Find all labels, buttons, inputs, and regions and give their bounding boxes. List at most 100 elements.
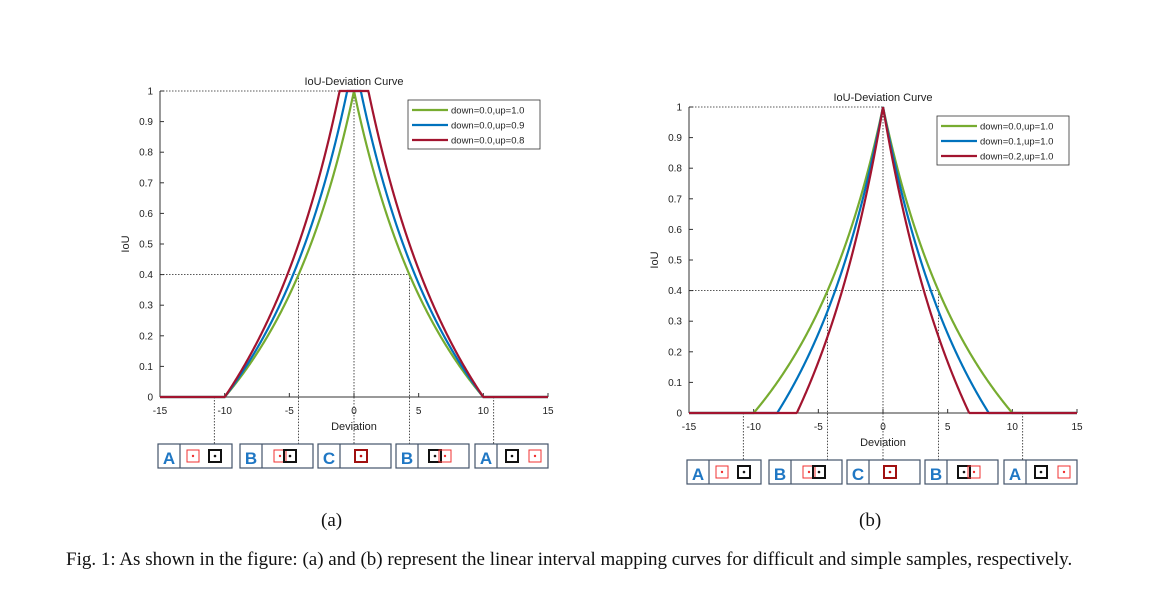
x-tick-label: -15 <box>153 406 168 417</box>
center-dot-icon <box>510 454 514 458</box>
ground-truth-box-icon <box>208 449 222 463</box>
chart-b: -15 -10 -5 0 5 10 15 0 0.1 0.2 0.3 0.4 0.5 0.6 0.7 0.8 0… <box>649 92 1083 485</box>
y-tick-label: 0.7 <box>668 194 682 205</box>
center-dot-icon <box>533 454 537 458</box>
legend-label: down=0.2,up=1.0 <box>980 152 1053 163</box>
y-tick-label: 0.4 <box>668 286 682 297</box>
x-tick-label: 0 <box>351 406 357 417</box>
y-tick-label: 0.5 <box>139 240 153 251</box>
predicted-box-icon <box>186 449 200 463</box>
region-letter: C <box>323 449 335 468</box>
predicted-box-icon <box>438 449 452 463</box>
ground-truth-box-icon <box>812 465 826 479</box>
center-dot-icon <box>213 454 217 458</box>
y-tick-label: 0.4 <box>139 270 153 281</box>
region-letter: B <box>930 465 942 484</box>
center-dot-icon <box>720 470 724 474</box>
center-dot-icon <box>359 454 363 458</box>
center-dot-icon <box>433 454 437 458</box>
y-tick-label: 0 <box>147 393 153 404</box>
region-frame <box>239 443 314 469</box>
region-frame <box>686 459 762 485</box>
region-letter: A <box>163 449 175 468</box>
x-tick-label: 5 <box>416 406 422 417</box>
region-frame <box>395 443 470 469</box>
y-tick-label: 0.5 <box>668 256 682 267</box>
y-tick-label: 0 <box>676 409 682 420</box>
x-tick-label: -10 <box>217 406 232 417</box>
y-tick-label: 0.7 <box>139 178 153 189</box>
ground-truth-box-icon <box>505 449 519 463</box>
x-tick-label: 10 <box>1007 422 1019 433</box>
ground-truth-box-icon <box>428 449 442 463</box>
legend-label: down=0.0,up=1.0 <box>451 106 524 117</box>
y-tick-label: 0.9 <box>668 133 682 144</box>
chart-title: IoU-Deviation Curve <box>304 76 403 88</box>
x-tick-label: -5 <box>285 406 294 417</box>
legend-label: down=0.0,up=1.0 <box>980 122 1053 133</box>
region-letter: B <box>245 449 257 468</box>
y-axis-label: IoU <box>649 251 661 268</box>
overlapping-box-icon <box>354 449 368 463</box>
x-tick-label: 0 <box>880 422 886 433</box>
legend-label: down=0.0,up=0.9 <box>451 121 524 132</box>
region-box-B: B <box>768 459 843 485</box>
ground-truth-box-icon <box>737 465 751 479</box>
ground-truth-box-icon <box>283 449 297 463</box>
center-dot-icon <box>443 454 447 458</box>
region-letter: A <box>480 449 492 468</box>
region-letter: C <box>852 465 864 484</box>
y-tick-label: 0.8 <box>668 164 682 175</box>
region-box-A: A <box>157 443 233 469</box>
y-tick-label: 0.6 <box>139 209 153 220</box>
y-axis-label: IoU <box>120 235 132 252</box>
y-tick-label: 1 <box>676 103 682 114</box>
region-box-A: A <box>1003 459 1078 485</box>
center-dot-icon <box>288 454 292 458</box>
legend-label: down=0.0,up=0.8 <box>451 136 524 147</box>
predicted-box-icon <box>528 449 542 463</box>
region-box-C: C <box>846 459 921 485</box>
region-box-B: B <box>395 443 470 469</box>
y-tick-label: 0.3 <box>668 317 682 328</box>
center-dot-icon <box>972 470 976 474</box>
x-tick-label: -10 <box>746 422 761 433</box>
predicted-box-icon <box>273 449 287 463</box>
region-frame <box>924 459 999 485</box>
center-dot-icon <box>888 470 892 474</box>
region-box-A: A <box>686 459 762 485</box>
region-letter: A <box>1009 465 1021 484</box>
center-dot-icon <box>807 470 811 474</box>
y-tick-label: 0.1 <box>139 362 153 373</box>
predicted-box-icon <box>967 465 981 479</box>
center-dot-icon <box>1039 470 1043 474</box>
panel-label-a: (a) <box>321 510 343 531</box>
region-letter: A <box>692 465 704 484</box>
region-letter: B <box>401 449 413 468</box>
region-frame <box>768 459 843 485</box>
x-tick-label: -5 <box>814 422 823 433</box>
predicted-box-icon <box>802 465 816 479</box>
ground-truth-box-icon <box>957 465 971 479</box>
series-line <box>689 106 1077 415</box>
figure-caption: Fig. 1: As shown in the figure: (a) and … <box>66 549 1073 570</box>
overlapping-box-icon <box>883 465 897 479</box>
predicted-box-icon <box>1057 465 1071 479</box>
region-box-C: C <box>317 443 392 469</box>
legend-label: down=0.1,up=1.0 <box>980 137 1053 148</box>
y-tick-label: 1 <box>147 87 153 98</box>
center-dot-icon <box>1062 470 1066 474</box>
y-tick-label: 0.1 <box>668 378 682 389</box>
region-box-B: B <box>239 443 314 469</box>
center-dot-icon <box>817 470 821 474</box>
y-tick-label: 0.6 <box>668 225 682 236</box>
center-dot-icon <box>278 454 282 458</box>
y-tick-label: 0.2 <box>139 331 153 342</box>
predicted-box-icon <box>715 465 729 479</box>
chart-a: -15 -10 -5 0 5 10 15 0 0.1 0.2 0.3 0.4 0.5 0.6 0.7 0.8 0… <box>120 76 554 469</box>
x-tick-label: -15 <box>682 422 697 433</box>
x-tick-label: 15 <box>542 406 554 417</box>
center-dot-icon <box>191 454 195 458</box>
